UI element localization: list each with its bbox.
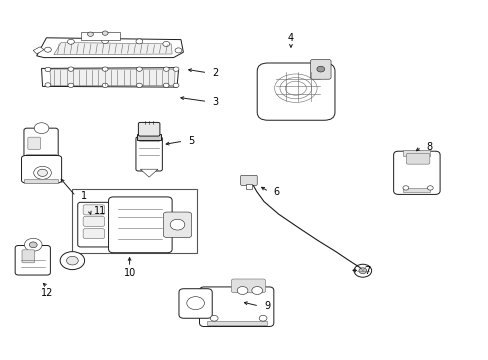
FancyBboxPatch shape (179, 289, 212, 318)
FancyBboxPatch shape (22, 250, 35, 263)
Circle shape (102, 31, 108, 35)
Text: 9: 9 (264, 301, 270, 311)
Circle shape (259, 315, 266, 321)
FancyBboxPatch shape (136, 137, 162, 171)
Polygon shape (37, 38, 183, 58)
Circle shape (163, 83, 169, 87)
Circle shape (163, 41, 169, 46)
FancyBboxPatch shape (83, 229, 104, 239)
Circle shape (186, 297, 204, 310)
Text: 3: 3 (212, 96, 218, 107)
Circle shape (353, 264, 371, 277)
Polygon shape (41, 68, 178, 87)
Circle shape (34, 123, 49, 134)
Polygon shape (140, 169, 158, 177)
Circle shape (163, 67, 169, 71)
FancyBboxPatch shape (83, 205, 104, 215)
FancyBboxPatch shape (108, 197, 172, 253)
FancyBboxPatch shape (231, 279, 265, 293)
FancyBboxPatch shape (78, 202, 110, 247)
FancyBboxPatch shape (138, 122, 160, 136)
Circle shape (358, 268, 366, 274)
Circle shape (175, 48, 182, 53)
Polygon shape (33, 47, 44, 54)
Text: 11: 11 (94, 206, 106, 216)
Circle shape (136, 83, 142, 87)
FancyBboxPatch shape (393, 151, 439, 194)
Circle shape (251, 287, 262, 294)
FancyBboxPatch shape (310, 59, 330, 79)
FancyBboxPatch shape (240, 175, 257, 185)
FancyBboxPatch shape (163, 212, 191, 238)
FancyBboxPatch shape (24, 128, 58, 157)
Circle shape (67, 39, 74, 44)
FancyBboxPatch shape (15, 246, 50, 275)
Polygon shape (54, 42, 172, 55)
Circle shape (173, 83, 179, 87)
Circle shape (24, 238, 42, 251)
Text: 7: 7 (364, 266, 370, 276)
Circle shape (427, 186, 432, 190)
Circle shape (44, 47, 51, 52)
Bar (206, 321, 266, 325)
Text: 1: 1 (81, 191, 87, 201)
Circle shape (87, 32, 93, 36)
Bar (246, 184, 252, 189)
FancyBboxPatch shape (199, 287, 273, 327)
Circle shape (102, 67, 108, 71)
Text: 4: 4 (287, 33, 293, 43)
Text: 6: 6 (273, 186, 280, 197)
Circle shape (68, 83, 74, 87)
Circle shape (102, 83, 108, 87)
FancyBboxPatch shape (406, 153, 429, 164)
Text: 12: 12 (41, 288, 54, 298)
Polygon shape (50, 69, 175, 86)
FancyBboxPatch shape (257, 63, 334, 120)
Circle shape (237, 287, 247, 294)
Circle shape (45, 67, 51, 72)
Circle shape (34, 166, 51, 179)
Bar (403, 150, 429, 156)
Text: 5: 5 (188, 136, 194, 146)
Bar (72, 189, 197, 253)
Text: 2: 2 (212, 68, 218, 78)
Circle shape (136, 39, 142, 44)
Text: 10: 10 (123, 267, 136, 278)
Bar (137, 134, 161, 140)
Circle shape (68, 67, 74, 71)
FancyBboxPatch shape (83, 216, 104, 226)
Bar (81, 32, 120, 40)
Circle shape (170, 219, 184, 230)
Circle shape (45, 83, 51, 87)
Circle shape (136, 67, 142, 71)
Circle shape (66, 256, 78, 265)
Circle shape (38, 169, 47, 176)
Circle shape (102, 39, 108, 44)
Bar (26, 154, 56, 159)
Circle shape (316, 66, 324, 72)
Circle shape (210, 315, 218, 321)
FancyBboxPatch shape (28, 137, 41, 149)
Bar (403, 188, 429, 192)
Bar (24, 179, 58, 183)
Circle shape (29, 242, 37, 248)
FancyBboxPatch shape (21, 156, 61, 183)
Circle shape (173, 67, 179, 71)
Circle shape (60, 252, 84, 270)
Text: 8: 8 (426, 142, 432, 152)
Circle shape (402, 186, 408, 190)
